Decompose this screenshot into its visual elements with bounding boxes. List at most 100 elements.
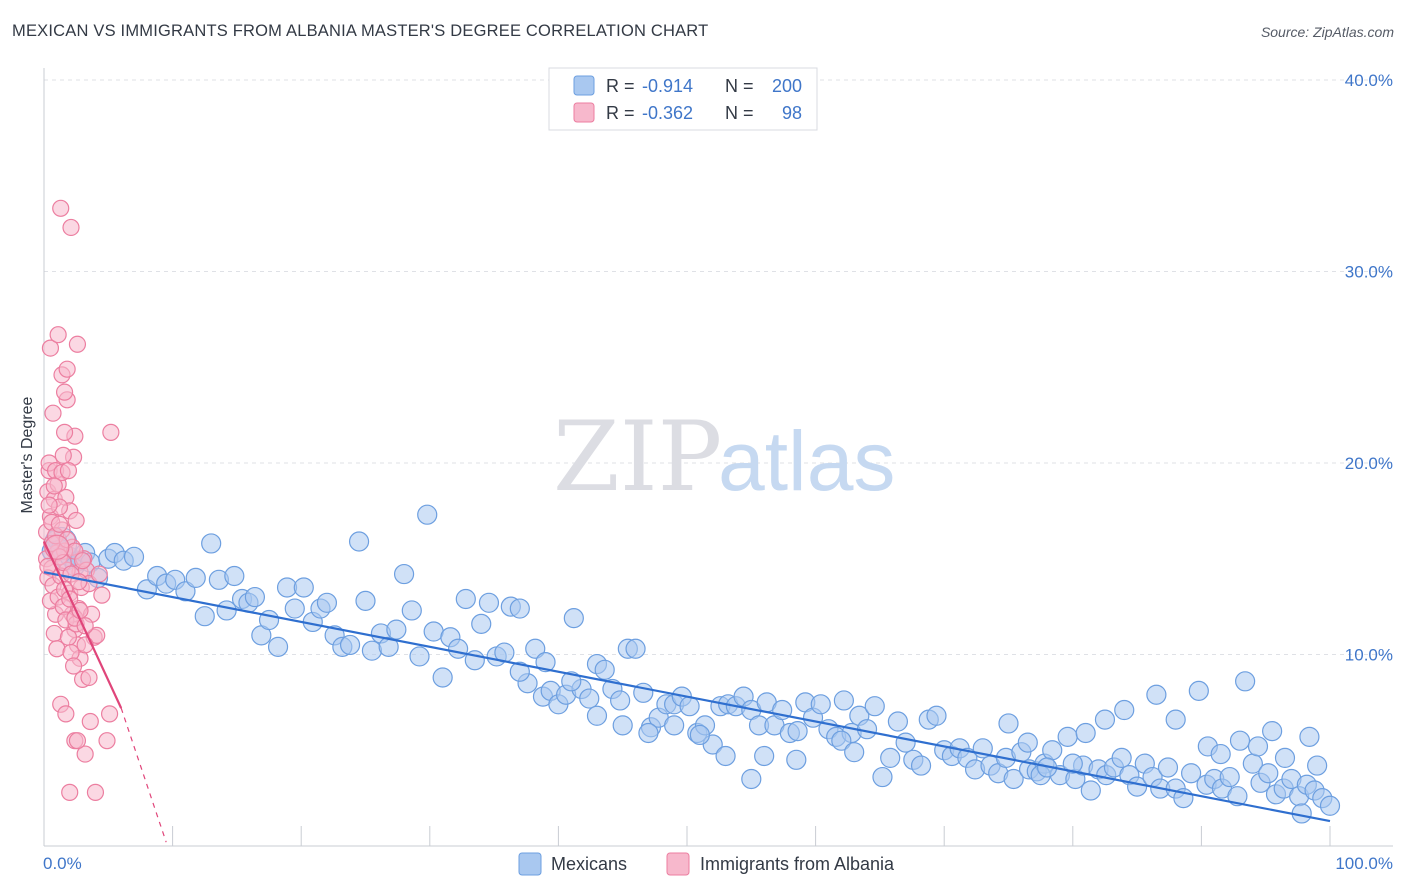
data-point-mexicans xyxy=(1017,732,1038,753)
data-point-mexicans xyxy=(194,606,215,627)
data-point-albania xyxy=(68,335,87,353)
data-point-albania xyxy=(57,705,75,723)
stats-legend: R = -0.914 N = 200 R = -0.362 N = 98 xyxy=(548,67,818,131)
data-point-mexicans xyxy=(638,722,659,744)
data-point-mexicans xyxy=(1210,743,1231,765)
data-point-mexicans xyxy=(844,742,865,763)
data-point-mexicans xyxy=(432,667,453,688)
data-point-mexicans xyxy=(339,634,361,656)
data-point-mexicans xyxy=(1075,722,1096,744)
data-point-mexicans xyxy=(455,588,476,610)
data-point-mexicans xyxy=(1165,709,1186,730)
watermark-atlas: atlas xyxy=(718,414,895,508)
data-point-mexicans xyxy=(185,567,206,589)
data-point-albania xyxy=(55,383,74,401)
data-point-albania xyxy=(98,732,116,750)
y-tick-label: 40.0% xyxy=(1345,71,1393,90)
data-point-mexicans xyxy=(316,592,338,613)
y-tick-labels: 10.0% 20.0% 30.0% 40.0% xyxy=(1345,71,1393,665)
data-point-albania xyxy=(52,199,70,217)
chart-title: MEXICAN VS IMMIGRANTS FROM ALBANIA MASTE… xyxy=(12,22,709,40)
data-point-mexicans xyxy=(1114,699,1135,721)
y-tick-label: 30.0% xyxy=(1345,263,1393,282)
data-point-mexicans xyxy=(679,696,700,717)
data-point-albania xyxy=(61,783,79,801)
bottom-legend-swatch-mexicans xyxy=(518,852,542,876)
data-point-mexicans xyxy=(1146,684,1167,705)
data-point-mexicans xyxy=(386,619,407,640)
data-point-mexicans xyxy=(1111,747,1132,769)
data-point-albania xyxy=(88,626,106,644)
legend-n-label-2: N = xyxy=(725,103,754,123)
data-point-mexicans xyxy=(1299,726,1320,747)
data-point-mexicans xyxy=(625,638,646,659)
data-point-mexicans xyxy=(447,638,469,659)
data-point-mexicans xyxy=(741,768,762,790)
data-point-albania xyxy=(73,552,92,570)
data-point-mexicans xyxy=(401,600,422,621)
data-point-mexicans xyxy=(715,745,736,767)
data-point-mexicans xyxy=(1229,730,1251,751)
data-point-mexicans xyxy=(610,690,631,711)
data-point-albania xyxy=(68,732,87,750)
data-point-albania xyxy=(45,477,63,495)
y-tick-label: 10.0% xyxy=(1345,646,1393,665)
legend-swatch-mexicans xyxy=(573,75,595,96)
trend-line-albania xyxy=(43,541,123,709)
data-point-mexicans xyxy=(594,659,615,680)
series-albania xyxy=(37,199,120,801)
x-tick-min: 0.0% xyxy=(43,854,82,873)
data-point-mexicans xyxy=(664,715,685,736)
series-mexicans xyxy=(41,504,1341,824)
data-point-mexicans xyxy=(1274,747,1296,769)
data-point-mexicans xyxy=(1247,736,1269,757)
data-point-mexicans xyxy=(423,621,444,642)
watermark-zip: ZIP xyxy=(553,401,722,513)
data-point-mexicans xyxy=(409,646,430,667)
legend-r-value-1: -0.914 xyxy=(642,76,693,96)
bottom-legend-mexicans: Mexicans xyxy=(551,854,627,874)
data-point-mexicans xyxy=(1042,740,1063,761)
data-point-mexicans xyxy=(201,533,222,554)
data-point-mexicans xyxy=(244,586,266,608)
data-point-mexicans xyxy=(471,613,492,634)
data-point-albania xyxy=(41,339,60,357)
data-point-mexicans xyxy=(478,592,500,613)
trend-lines xyxy=(43,541,1331,843)
data-point-albania-cluster xyxy=(44,534,70,560)
data-point-albania xyxy=(62,218,80,237)
trend-line-albania-extension xyxy=(120,707,167,843)
data-point-albania xyxy=(67,511,85,530)
data-point-mexicans xyxy=(810,694,831,715)
data-point-albania xyxy=(76,745,94,763)
data-point-mexicans xyxy=(786,749,807,770)
data-point-mexicans xyxy=(535,652,556,673)
data-point-albania xyxy=(70,573,88,591)
watermark: ZIP atlas xyxy=(553,401,895,513)
legend-n-label-1: N = xyxy=(725,76,754,96)
data-point-mexicans xyxy=(1181,763,1202,784)
data-point-mexicans xyxy=(509,598,530,619)
legend-r-value-2: -0.362 xyxy=(642,103,693,123)
data-point-albania xyxy=(55,423,74,441)
data-point-mexicans xyxy=(586,705,608,726)
data-point-albania xyxy=(80,668,98,687)
data-point-mexicans xyxy=(1094,709,1116,730)
data-point-mexicans xyxy=(1057,726,1078,747)
legend-swatch-albania xyxy=(573,102,595,123)
data-point-mexicans xyxy=(872,766,893,788)
bottom-legend-albania: Immigrants from Albania xyxy=(700,854,895,874)
data-point-mexicans xyxy=(525,638,546,659)
data-point-albania xyxy=(102,423,120,441)
data-point-mexicans xyxy=(880,747,901,769)
data-point-mexicans xyxy=(563,608,584,629)
data-point-mexicans xyxy=(123,546,145,567)
data-point-mexicans xyxy=(267,636,289,657)
data-point-mexicans xyxy=(910,755,932,776)
data-point-mexicans xyxy=(1157,757,1179,778)
data-point-mexicans xyxy=(1062,753,1083,774)
data-point-mexicans xyxy=(224,565,245,587)
data-point-mexicans xyxy=(378,636,399,657)
data-point-mexicans xyxy=(509,661,530,682)
legend-n-value-1: 200 xyxy=(772,76,802,96)
